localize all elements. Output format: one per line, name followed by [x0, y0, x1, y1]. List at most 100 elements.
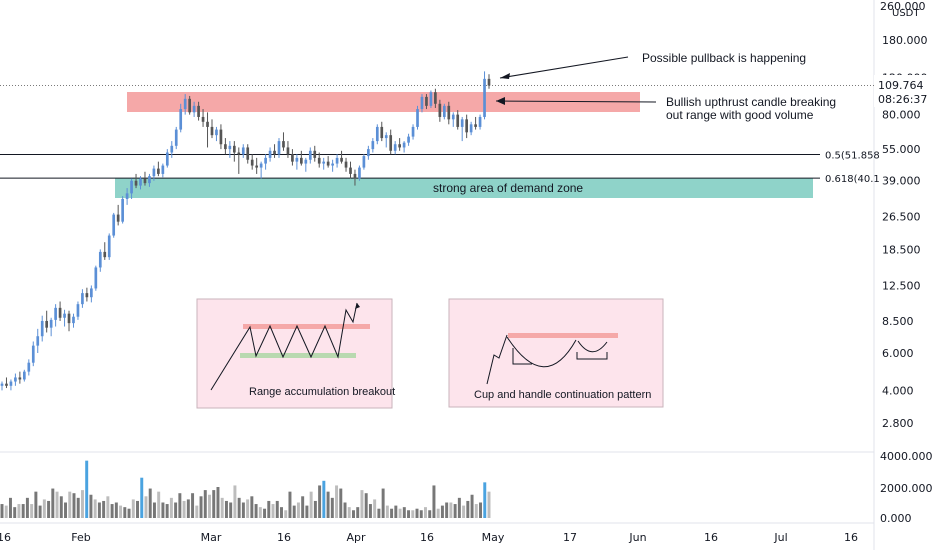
- volume-bar: [59, 496, 63, 518]
- candle-body: [130, 180, 133, 194]
- volume-bar: [284, 510, 288, 518]
- volume-bar: [224, 500, 228, 518]
- upthrust-annotation-line1: Bullish upthrust candle breaking: [666, 95, 837, 109]
- candle-body: [250, 159, 254, 166]
- candle-body: [456, 114, 460, 127]
- upthrust-arrow-head: [496, 97, 505, 105]
- candle-body: [407, 136, 410, 143]
- candle-body: [469, 124, 473, 133]
- candle-body: [398, 144, 401, 148]
- volume-bar: [267, 500, 271, 518]
- volume-bar: [352, 510, 355, 518]
- volume-bar: [85, 460, 89, 518]
- pullback-arrow-head: [500, 73, 510, 79]
- last-price-badge: 109.764 08:26:37: [874, 75, 932, 107]
- volume-bar: [470, 494, 474, 518]
- volume-bar: [453, 504, 457, 518]
- cup-inset-label: Cup and handle continuation pattern: [474, 389, 652, 401]
- price-axis-label: 39.000: [882, 175, 921, 188]
- candle-body: [478, 116, 482, 127]
- volume-bar: [394, 505, 398, 518]
- candle-body: [393, 144, 397, 151]
- price-axis-label: 180.000: [882, 34, 928, 47]
- volume-bar: [339, 488, 343, 518]
- volume-bar: [131, 499, 135, 518]
- candle-body: [94, 267, 98, 289]
- candle-body: [157, 168, 160, 174]
- candle-body: [371, 141, 375, 150]
- volume-bar: [483, 482, 487, 518]
- volume-bar: [415, 508, 419, 518]
- volume-bar: [305, 505, 309, 518]
- volume-bar: [254, 504, 258, 518]
- volume-bar: [347, 507, 351, 518]
- candle-body: [165, 152, 169, 166]
- candle-body: [232, 145, 236, 153]
- candle-body: [219, 129, 223, 145]
- volume-bar: [110, 504, 114, 518]
- candle-body: [112, 214, 116, 236]
- volume-bar: [93, 499, 97, 518]
- candle-body: [22, 371, 26, 380]
- volume-bar: [368, 504, 372, 518]
- range-accumulation-inset[interactable]: [196, 298, 393, 409]
- volume-bar: [457, 497, 461, 518]
- candle-body: [340, 157, 343, 162]
- candle-body: [54, 307, 57, 320]
- cup-handle-inset[interactable]: [448, 298, 664, 408]
- volume-bar: [445, 502, 449, 518]
- demand-zone-label: strong area of demand zone: [433, 181, 584, 195]
- volume-bar: [123, 507, 127, 518]
- candle-body: [447, 105, 451, 120]
- candle-body: [14, 377, 17, 382]
- volume-bar: [233, 485, 237, 518]
- volume-bar: [212, 490, 216, 518]
- candle-body: [362, 156, 366, 168]
- time-axis-label: 16: [704, 531, 718, 544]
- time-axis-label: Jul: [773, 531, 787, 544]
- volume-bar: [208, 494, 211, 518]
- candle-body: [384, 135, 388, 139]
- candlestick-series[interactable]: [0, 71, 491, 391]
- volume-bar: [411, 510, 415, 518]
- time-axis[interactable]: 16 Feb Mar 16 Apr 16 May 17 Jun 16 Jul 16: [0, 531, 858, 544]
- range-inset-arrow-head: [355, 303, 360, 309]
- demand-zone[interactable]: [115, 178, 813, 198]
- candle-body: [58, 307, 62, 318]
- volume-bar: [423, 507, 427, 518]
- candle-body: [161, 165, 165, 174]
- candle-body: [317, 157, 321, 164]
- cup-inset-box: [448, 298, 664, 408]
- time-axis-label: May: [482, 531, 505, 544]
- candle-body: [9, 381, 13, 386]
- range-inset-label: Range accumulation breakout: [249, 386, 396, 398]
- price-axis-label: 55.000: [882, 143, 921, 156]
- candle-body: [268, 150, 272, 158]
- volume-bar: [51, 488, 55, 518]
- volume-bar: [479, 502, 483, 518]
- range-inset-box: [196, 298, 393, 409]
- volume-bar: [462, 505, 466, 518]
- price-axis-label: 18.500: [882, 243, 921, 256]
- candle-body: [331, 163, 334, 166]
- supply-range-zone[interactable]: [127, 92, 640, 112]
- time-axis-label: 16: [0, 531, 11, 544]
- upthrust-annotation-line2: out range with good volume: [666, 108, 814, 122]
- volume-bar: [174, 502, 178, 518]
- candle-body: [304, 159, 308, 164]
- volume-bar: [313, 500, 317, 518]
- price-axis-label: 8.500: [882, 315, 914, 328]
- time-axis-label: 16: [844, 531, 858, 544]
- volume-bar: [288, 491, 292, 518]
- volume-bar: [309, 491, 313, 518]
- time-axis-label: Jun: [628, 531, 646, 544]
- candle-body: [116, 214, 120, 222]
- candle-body: [286, 147, 290, 155]
- volume-bar: [0, 504, 4, 518]
- candle-body: [85, 293, 89, 298]
- volume-bar: [191, 493, 195, 518]
- candle-body: [326, 161, 330, 166]
- candle-body: [36, 336, 40, 346]
